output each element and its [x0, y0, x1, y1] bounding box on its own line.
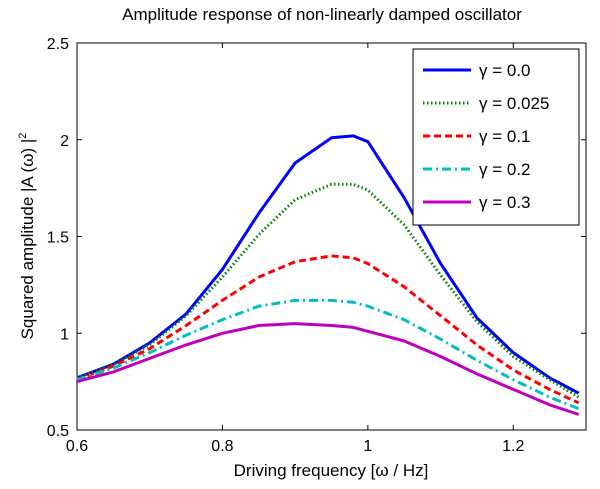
series-line-4: [76, 322, 580, 416]
y-tick-label: 0.5: [47, 423, 69, 440]
y-tick-label: 1: [60, 326, 69, 343]
series-line-1: [76, 182, 580, 399]
y-axis-label: Squared amplitude |A (ω) |2: [17, 133, 37, 340]
legend-label-4: γ = 0.3: [479, 193, 531, 212]
x-tick-label: 1.2: [502, 438, 524, 455]
legend-label-0: γ = 0.0: [479, 61, 531, 80]
x-axis: 0.6 0.8 1 1.2: [66, 43, 525, 455]
legend-label-3: γ = 0.2: [479, 160, 531, 179]
series-line-3: [76, 298, 580, 411]
y-axis: 0.5 1 1.5 2 2.5: [47, 36, 586, 440]
series-line-0: [76, 134, 580, 395]
y-tick-label: 2.5: [47, 36, 69, 53]
x-axis-label: Driving frequency [ω / Hz]: [234, 461, 429, 480]
y-tick-label: 2: [60, 133, 69, 150]
legend: γ = 0.0 γ = 0.025 γ = 0.1 γ = 0.2 γ = 0.3: [412, 48, 580, 226]
series-lines: [76, 134, 580, 416]
x-tick-label: 1: [363, 438, 372, 455]
legend-label-2: γ = 0.1: [479, 127, 531, 146]
y-tick-label: 1.5: [47, 230, 69, 247]
chart-title: Amplitude response of non-linearly dampe…: [122, 5, 522, 24]
x-tick-label: 0.6: [66, 438, 88, 455]
y-axis-label-superscript: 2: [17, 133, 29, 139]
y-axis-label-main: Squared amplitude |A (ω) |: [18, 139, 37, 340]
legend-label-1: γ = 0.025: [479, 94, 549, 113]
x-tick-label: 0.8: [211, 438, 233, 455]
series-line-2: [76, 254, 580, 405]
